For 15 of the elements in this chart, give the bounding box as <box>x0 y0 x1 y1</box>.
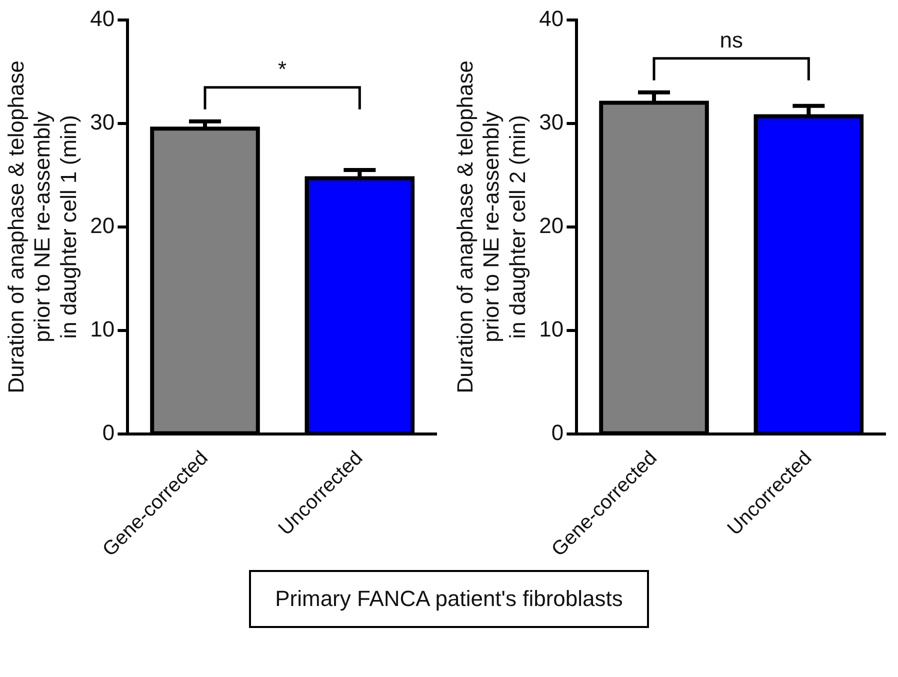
y-tick-label: 10 <box>90 316 115 342</box>
y-tick-label: 10 <box>539 316 564 342</box>
y-tick-label: 0 <box>551 420 564 445</box>
y-axis-title: Duration of anaphase & telophase prior to NE re-assembly in daughter cell 2 (min) <box>452 60 530 394</box>
y-tick-label: 0 <box>102 420 115 445</box>
annotation: ns <box>720 27 743 52</box>
y-tick-label: 20 <box>90 212 115 238</box>
text: Primary FANCA patient's fibroblasts <box>249 570 649 628</box>
y-axis-title: Duration of anaphase & telophase prior to NE re-assembly in daughter cell 1 (min) <box>3 60 82 394</box>
annotation: * <box>278 56 288 82</box>
y-tick-label: 30 <box>90 110 115 135</box>
y-tick-label: 20 <box>539 212 564 238</box>
y-tick-label: 30 <box>539 110 564 135</box>
y-tick-label: 40 <box>539 6 564 32</box>
y-tick-label: 40 <box>90 6 115 32</box>
